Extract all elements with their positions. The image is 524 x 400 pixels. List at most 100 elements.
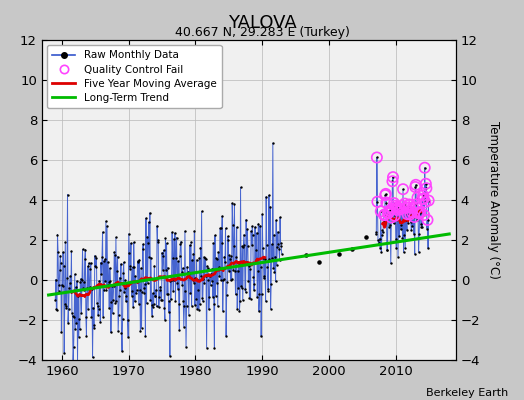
- Point: [421, 164, 429, 171]
- Point: [405, 202, 413, 208]
- Point: [401, 245, 409, 252]
- Point: [228, 222, 237, 228]
- Point: [398, 203, 406, 209]
- Point: [68, 313, 77, 320]
- Point: [380, 212, 388, 218]
- Point: [382, 199, 390, 206]
- Point: [419, 192, 427, 198]
- Point: [126, 263, 135, 269]
- Point: [276, 214, 284, 220]
- Point: [181, 228, 189, 234]
- Point: [93, 303, 102, 310]
- Point: [134, 258, 142, 264]
- Point: [52, 276, 60, 283]
- Point: [124, 316, 132, 323]
- Point: [412, 182, 420, 188]
- Point: [154, 237, 162, 244]
- Point: [112, 297, 121, 304]
- Point: [86, 265, 94, 272]
- Point: [130, 298, 139, 305]
- Point: [194, 307, 203, 313]
- Point: [115, 293, 124, 300]
- Point: [385, 209, 393, 216]
- Point: [381, 192, 389, 198]
- Point: [254, 268, 262, 274]
- Point: [162, 240, 171, 246]
- Point: [403, 211, 412, 218]
- Point: [104, 279, 113, 286]
- Point: [264, 286, 272, 292]
- Point: [261, 256, 269, 262]
- Point: [113, 268, 121, 274]
- Point: [265, 256, 274, 262]
- Point: [262, 194, 270, 200]
- Point: [190, 280, 198, 286]
- Point: [267, 281, 275, 288]
- Point: [90, 325, 99, 331]
- Point: [220, 254, 228, 260]
- Point: [210, 301, 218, 308]
- Point: [181, 288, 190, 295]
- Point: [424, 245, 432, 252]
- Point: [418, 196, 426, 202]
- Point: [270, 232, 278, 238]
- Point: [125, 250, 134, 256]
- Point: [149, 301, 158, 307]
- Point: [377, 208, 385, 214]
- Point: [253, 294, 261, 300]
- Point: [59, 249, 67, 256]
- Point: [217, 240, 226, 246]
- Point: [403, 227, 411, 233]
- Point: [120, 288, 128, 295]
- Point: [190, 228, 199, 234]
- Point: [414, 210, 422, 216]
- Point: [243, 226, 252, 232]
- Point: [256, 264, 265, 271]
- Point: [226, 256, 234, 262]
- Point: [205, 294, 214, 300]
- Point: [224, 233, 232, 240]
- Point: [148, 312, 156, 319]
- Point: [233, 224, 241, 230]
- Point: [104, 259, 112, 265]
- Point: [388, 178, 397, 184]
- Point: [388, 178, 397, 184]
- Point: [222, 333, 230, 339]
- Point: [121, 277, 129, 283]
- Point: [362, 234, 370, 240]
- Point: [174, 258, 182, 264]
- Point: [172, 234, 181, 241]
- Point: [85, 284, 94, 290]
- Point: [387, 260, 395, 267]
- Point: [422, 185, 431, 191]
- Point: [137, 324, 146, 331]
- Point: [139, 241, 147, 247]
- Point: [162, 266, 170, 273]
- Point: [95, 278, 103, 284]
- Point: [97, 271, 106, 277]
- Point: [110, 283, 118, 289]
- Point: [380, 211, 389, 218]
- Point: [404, 220, 412, 226]
- Point: [179, 298, 188, 304]
- Point: [109, 296, 117, 303]
- Point: [382, 199, 390, 206]
- Point: [232, 254, 241, 260]
- Point: [372, 229, 380, 236]
- Point: [82, 332, 91, 339]
- Point: [232, 291, 240, 298]
- Point: [387, 214, 396, 221]
- Point: [228, 200, 236, 206]
- Point: [421, 164, 429, 171]
- Point: [107, 329, 115, 336]
- Point: [140, 281, 149, 287]
- Point: [202, 272, 210, 279]
- Point: [103, 223, 111, 229]
- Point: [68, 310, 76, 316]
- Point: [146, 210, 154, 216]
- Point: [424, 197, 433, 204]
- Point: [406, 211, 414, 218]
- Point: [92, 254, 101, 261]
- Legend: Raw Monthly Data, Quality Control Fail, Five Year Moving Average, Long-Term Tren: Raw Monthly Data, Quality Control Fail, …: [47, 45, 222, 108]
- Point: [95, 282, 104, 289]
